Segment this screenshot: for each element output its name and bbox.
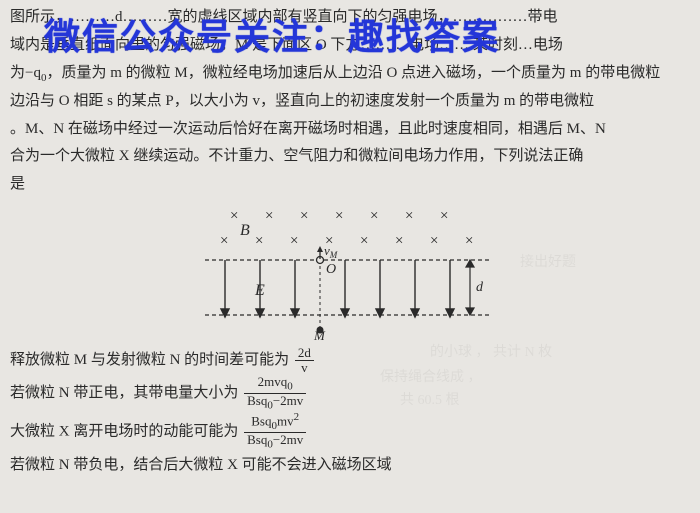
problem-line-7: 是 (10, 171, 686, 199)
svg-text:×: × (255, 233, 263, 249)
svg-text:×: × (370, 208, 378, 224)
problem-line-5: 。M、N 在磁场中经过一次运动后恰好在离开磁场时相遇，且此时速度相同，相遇后 M… (10, 116, 686, 144)
svg-text:M: M (313, 328, 326, 340)
label-E: E (254, 282, 265, 299)
svg-text:×: × (290, 233, 298, 249)
label-d: d (476, 280, 484, 295)
option-A: 释放微粒 M 与发射微粒 N 的时间差可能为 2dv (10, 346, 686, 375)
svg-text:×: × (440, 208, 448, 224)
label-B: B (240, 222, 250, 239)
problem-line-6: 合为一个大微粒 X 继续运动。不计重力、空气阻力和微粒间电场力作用，下列说法正确 (10, 143, 686, 171)
svg-text:×: × (230, 208, 238, 224)
label-O: O (326, 262, 336, 277)
svg-text:×: × (265, 208, 273, 224)
answer-options: 释放微粒 M 与发射微粒 N 的时间差可能为 2dv 若微粒 N 带正电，其带电… (10, 346, 686, 480)
physics-diagram: ××× ××× × ××× ××× ×× B E (170, 205, 530, 340)
svg-text:×: × (220, 233, 228, 249)
problem-line-4: 边沿与 O 相距 s 的某点 P，以大小为 v，竖直向上的初速度发射一个质量为 … (10, 88, 686, 116)
svg-text:×: × (300, 208, 308, 224)
option-C: 大微粒 X 离开电场时的动能可能为 Bsq0mv2 Bsq0−2mv (10, 412, 686, 452)
svg-text:×: × (430, 233, 438, 249)
svg-text:×: × (335, 208, 343, 224)
svg-text:×: × (360, 233, 368, 249)
option-B: 若微粒 N 带正电，其带电量大小为 2mvq0 Bsq0−2mv (10, 375, 686, 412)
watermark-text: 微信公众号关注：趣找答案 (44, 4, 500, 71)
svg-text:×: × (395, 233, 403, 249)
option-D: 若微粒 N 带负电，结合后大微粒 X 可能不会进入磁场区域 (10, 451, 686, 480)
svg-text:×: × (405, 208, 413, 224)
svg-text:×: × (465, 233, 473, 249)
